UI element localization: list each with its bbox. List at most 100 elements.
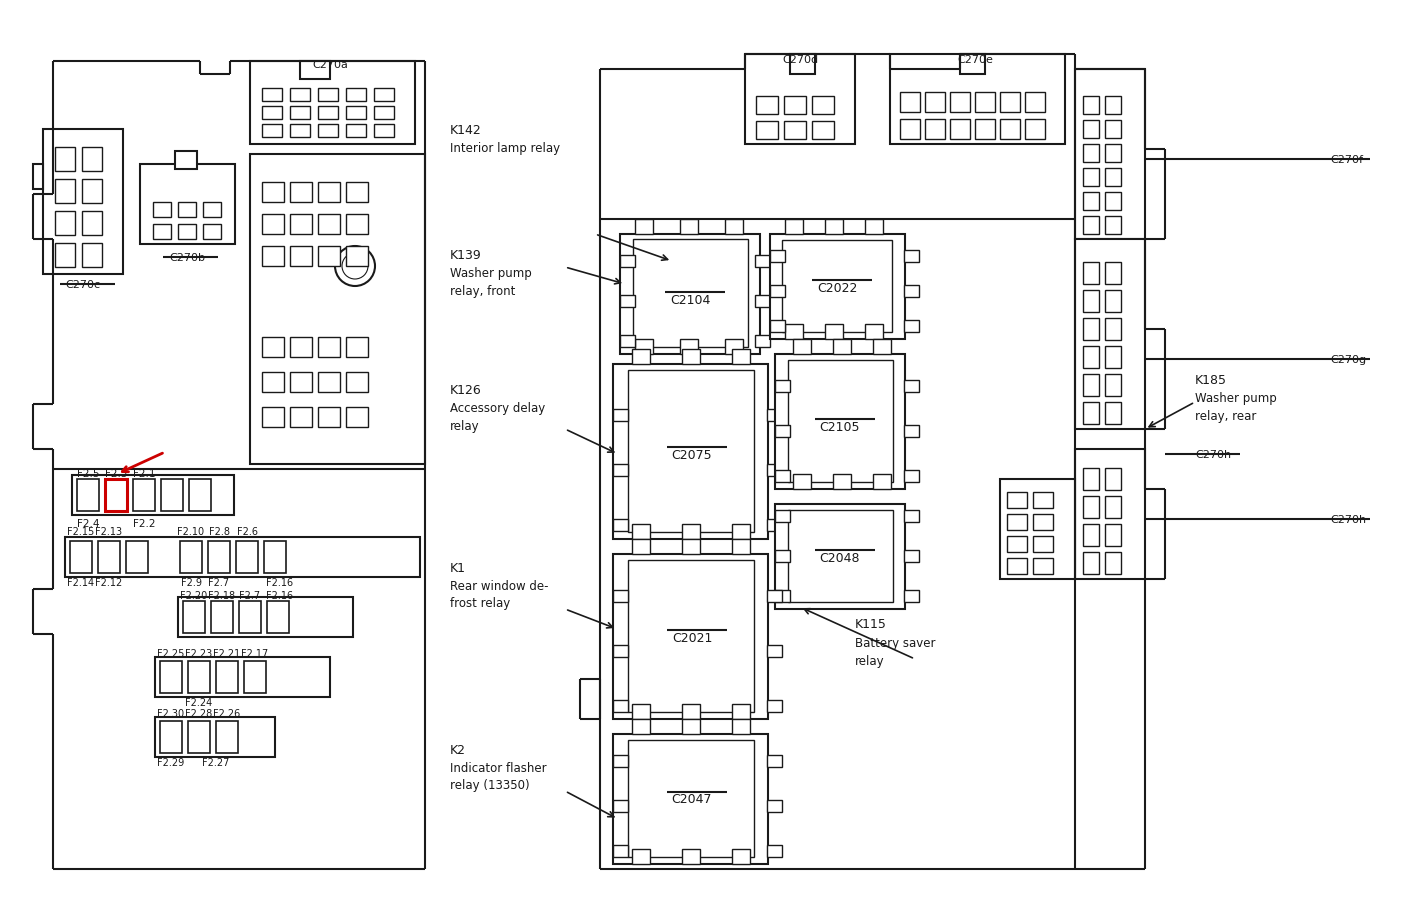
Bar	[204, 203, 221, 218]
Bar	[98, 541, 120, 573]
Bar	[628, 371, 753, 532]
Bar	[768, 465, 782, 476]
Bar	[890, 55, 1065, 145]
Bar	[1105, 145, 1121, 163]
Bar	[612, 845, 628, 857]
Bar	[768, 845, 782, 857]
Bar	[904, 590, 918, 602]
Bar	[612, 410, 628, 422]
Bar	[926, 120, 946, 140]
Bar	[904, 470, 918, 483]
Bar	[236, 541, 258, 573]
Bar	[900, 120, 920, 140]
Bar	[682, 704, 701, 719]
Text: F2.29: F2.29	[158, 757, 185, 767]
Bar	[632, 525, 649, 539]
Bar	[732, 849, 750, 864]
Text: F2.7: F2.7	[208, 578, 229, 588]
Bar	[155, 657, 330, 697]
Bar	[1007, 493, 1027, 508]
Bar	[768, 410, 782, 422]
Bar	[161, 479, 184, 511]
Text: C270e: C270e	[957, 55, 993, 65]
Bar	[1105, 374, 1121, 396]
Bar	[262, 107, 282, 120]
Bar	[132, 479, 155, 511]
Bar	[1105, 496, 1121, 518]
Bar	[1084, 319, 1099, 341]
Bar	[768, 590, 782, 602]
Text: relay, rear: relay, rear	[1195, 409, 1256, 422]
Text: F2.21: F2.21	[214, 649, 241, 659]
Bar	[833, 340, 852, 354]
Text: F2.15: F2.15	[67, 527, 94, 537]
Bar	[346, 125, 366, 138]
Bar	[290, 89, 310, 102]
Bar	[251, 62, 414, 145]
Bar	[775, 470, 790, 483]
Bar	[612, 800, 628, 812]
Text: C270d: C270d	[782, 55, 817, 65]
Bar	[268, 601, 289, 633]
Text: Accessory delay: Accessory delay	[450, 401, 545, 414]
Bar	[159, 661, 182, 693]
Bar	[904, 286, 918, 298]
Bar	[904, 251, 918, 262]
Bar	[612, 590, 628, 602]
Bar	[1084, 217, 1099, 235]
Bar	[632, 849, 649, 864]
Bar	[756, 97, 778, 115]
Text: C270f: C270f	[1330, 155, 1363, 165]
Bar	[775, 425, 790, 437]
Text: F2.23: F2.23	[185, 649, 212, 659]
Bar	[725, 220, 743, 235]
Bar	[612, 465, 628, 476]
Bar	[1032, 515, 1052, 530]
Bar	[768, 701, 782, 712]
Text: C2047: C2047	[672, 793, 712, 805]
Bar	[612, 555, 768, 719]
Bar	[755, 335, 770, 348]
Bar	[1075, 70, 1145, 240]
Bar	[70, 541, 93, 573]
Bar	[904, 425, 918, 437]
Text: C2105: C2105	[820, 420, 860, 433]
Bar	[318, 373, 340, 393]
Bar	[1025, 93, 1045, 113]
Bar	[211, 601, 234, 633]
Bar	[1084, 121, 1099, 138]
Text: F2.17: F2.17	[242, 649, 269, 659]
Bar	[612, 701, 628, 712]
Text: C2104: C2104	[669, 293, 711, 306]
Bar	[900, 93, 920, 113]
Bar	[1007, 558, 1027, 574]
Bar	[975, 93, 995, 113]
Bar	[155, 717, 275, 757]
Bar	[125, 541, 148, 573]
Bar	[375, 89, 394, 102]
Text: C2021: C2021	[672, 630, 712, 644]
Text: Battery saver: Battery saver	[854, 636, 936, 649]
Bar	[1105, 169, 1121, 187]
Bar	[290, 407, 312, 427]
Bar	[175, 152, 197, 169]
Bar	[262, 89, 282, 102]
Bar	[83, 244, 103, 268]
Bar	[725, 340, 743, 354]
Bar	[1032, 558, 1052, 574]
Text: F2.3: F2.3	[105, 468, 127, 478]
Text: F2.7: F2.7	[239, 590, 261, 600]
Bar	[732, 350, 750, 364]
Bar	[975, 120, 995, 140]
Bar	[824, 220, 843, 235]
Bar	[812, 122, 834, 140]
Bar	[904, 510, 918, 522]
Bar	[318, 183, 340, 203]
Bar	[318, 107, 337, 120]
Bar	[1007, 515, 1027, 530]
Bar	[178, 598, 353, 638]
Text: Interior lamp relay: Interior lamp relay	[450, 141, 560, 154]
Bar	[950, 120, 970, 140]
Bar	[239, 601, 261, 633]
Bar	[152, 203, 171, 218]
